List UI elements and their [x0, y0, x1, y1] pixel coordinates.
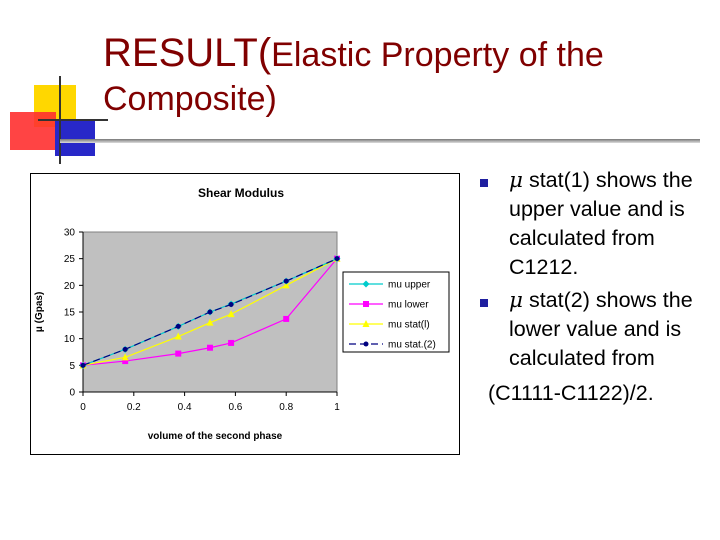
shear-modulus-chart: Shear Modulus 0 5 10 15 20 25 30 0 0.2 0.4 0.6 0.8… [34, 186, 450, 442]
legend: mu upper mu lower mu stat(l) mu stat.(2) [349, 280, 436, 351]
data-point [228, 339, 235, 346]
logo-red-square [10, 112, 56, 150]
y-tick-label: 15 [64, 308, 76, 319]
y-tick-label: 0 [69, 388, 75, 399]
legend-label: mu stat(l) [388, 320, 430, 331]
y-tick-label: 25 [64, 254, 76, 265]
bullet-text: stat(2) shows the lower value and is cal… [509, 288, 693, 370]
data-point [334, 256, 340, 262]
bullet-item-2: μ stat(2) shows the lower value and is c… [478, 286, 708, 373]
y-tick-label: 5 [69, 361, 75, 372]
legend-label: mu lower [388, 300, 429, 311]
logo-horizontal-line [38, 119, 108, 121]
data-point [174, 332, 182, 340]
data-point [207, 309, 213, 315]
legend-marker [362, 320, 370, 327]
bullet-marker [480, 179, 488, 187]
chart-title: Shear Modulus [198, 186, 284, 200]
data-point [206, 318, 214, 326]
y-tick-label: 10 [64, 334, 76, 345]
x-tick-label: 1 [334, 402, 340, 413]
data-point [121, 353, 129, 361]
legend-marker [363, 341, 369, 347]
data-point [228, 302, 234, 308]
series-group [79, 254, 341, 369]
title-main: RESULT( [103, 31, 272, 75]
chart-frame: Shear Modulus 0 5 10 15 20 25 30 0 0.2 0.4 0.6 0.8… [30, 173, 460, 455]
y-tick-label: 20 [64, 281, 76, 292]
y-axis: 0 5 10 15 20 25 30 [64, 228, 84, 399]
series-3 [80, 256, 340, 368]
x-tick-label: 0.6 [228, 402, 242, 413]
legend-marker [362, 280, 370, 288]
logo-blue-square [55, 120, 95, 156]
legend-box [342, 271, 450, 353]
mu-symbol: μ [509, 288, 523, 313]
bullet-text: stat(1) shows the upper value and is cal… [509, 168, 693, 279]
logo-decoration [0, 0, 110, 165]
x-tick-label: 0.2 [127, 402, 141, 413]
data-point [122, 358, 129, 365]
mu-symbol: μ [509, 168, 523, 193]
x-tick-label: 0 [80, 402, 86, 413]
bullet-list: μ stat(1) shows the upper value and is c… [478, 166, 708, 408]
data-point [207, 344, 213, 351]
data-point [175, 323, 181, 329]
title-rest: Elastic Property of the Composite) [103, 36, 604, 118]
x-tick-label: 0.8 [279, 402, 293, 413]
x-axis: 0 0.2 0.4 0.6 0.8 1 [80, 391, 340, 413]
legend-label: mu upper [388, 280, 431, 291]
data-point [283, 315, 290, 322]
bullet-marker [480, 299, 488, 307]
legend-label: mu stat.(2) [388, 340, 436, 351]
x-axis-label: volume of the second phase [148, 431, 283, 442]
data-point [282, 281, 290, 289]
x-tick-label: 0.4 [178, 402, 192, 413]
y-axis-label: μ (Gpas) [34, 292, 45, 333]
data-point [175, 350, 182, 357]
data-point [80, 362, 86, 368]
bullet-item-1: μ stat(1) shows the upper value and is c… [478, 166, 708, 282]
bullet-continuation: (C1111-C1122)/2. [488, 381, 654, 405]
slide-title: RESULT(Elastic Property of the Composite… [103, 28, 703, 121]
title-underline [60, 139, 700, 143]
data-point [227, 310, 235, 318]
data-point [122, 346, 128, 352]
legend-marker [363, 301, 369, 307]
y-tick-label: 30 [64, 228, 76, 239]
data-point [283, 278, 289, 284]
